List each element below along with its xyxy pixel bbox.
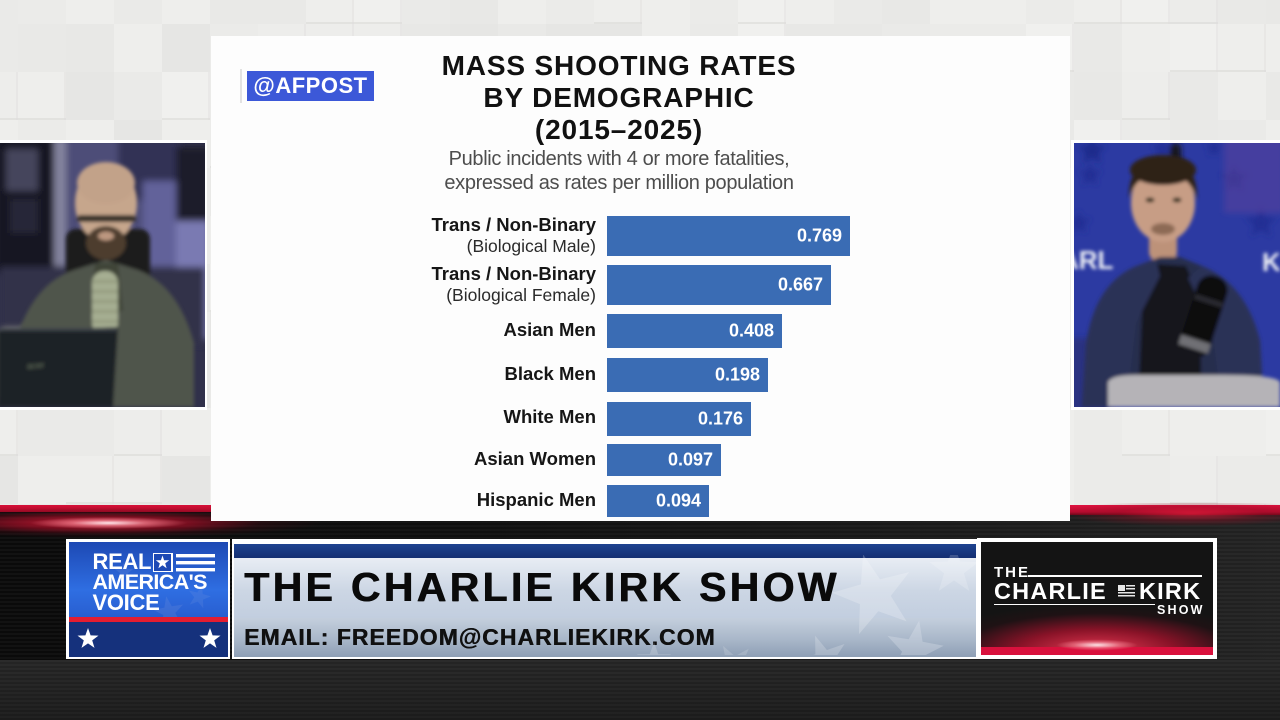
svg-text:K: K xyxy=(1262,247,1280,277)
svg-text:acer: acer xyxy=(26,360,44,371)
svg-text:ARL: ARL xyxy=(1074,245,1114,275)
